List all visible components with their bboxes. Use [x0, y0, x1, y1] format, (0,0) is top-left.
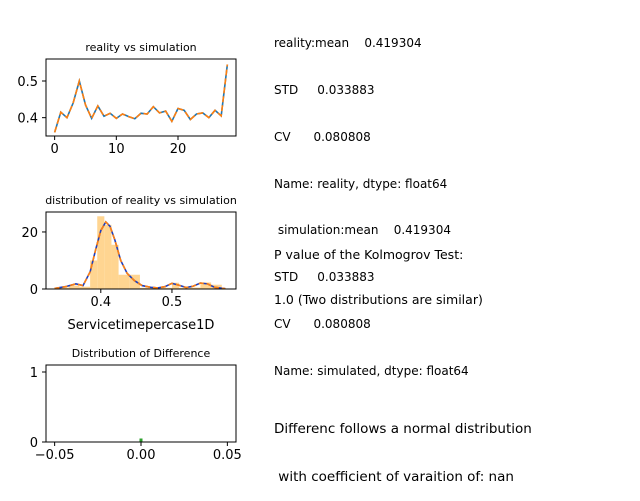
chart-title: reality vs simulation	[85, 41, 196, 54]
x-tick-label: 0.4	[90, 295, 111, 310]
stats-line: Name: reality, dtype: float64	[274, 176, 448, 191]
difference-summary: Differenc follows a normal distribution …	[274, 389, 532, 501]
x-tick-label: 0.5	[162, 295, 183, 310]
histogram-bar	[200, 282, 212, 289]
y-tick-label: 1	[30, 366, 38, 381]
y-tick-label: 0	[30, 283, 38, 298]
histogram-bar	[171, 282, 180, 289]
axes-frame	[45, 364, 237, 443]
histogram-bar	[68, 285, 80, 289]
axes-frame	[45, 211, 237, 290]
x-axis-label: Servicetimepercase1D	[68, 318, 215, 333]
x-tick-label: 20	[170, 142, 187, 157]
x-tick-label: 0	[50, 142, 58, 157]
axes-frame	[45, 58, 237, 137]
histogram-bar	[90, 260, 98, 289]
kde_simulation-kde-line	[54, 220, 226, 290]
stats-line: Name: simulated, dtype: float64	[274, 363, 469, 378]
stats-line: CV 0.080808	[274, 129, 371, 144]
summary-statistics: reality:mean 0.419304 STD 0.033883 CV 0.…	[274, 5, 469, 395]
difference-line: with coefficient of varaition of: nan	[274, 469, 514, 485]
ks-line: P value of the Kolmogrov Test:	[274, 247, 464, 262]
x-tick-label: 0.00	[127, 448, 156, 463]
histogram-bar	[189, 287, 201, 289]
histogram-bar	[79, 286, 91, 289]
distribution-chart: distribution of reality vs simulation 0.4…	[21, 194, 236, 333]
histogram-bar	[139, 287, 151, 289]
x-tick-label: 0.05	[213, 448, 242, 463]
difference-bar	[139, 438, 143, 442]
y-tick-label: 20	[21, 226, 38, 241]
chart-title: Distribution of Difference	[72, 347, 211, 360]
histogram-bar	[118, 274, 130, 289]
difference-line: Differenc follows a normal distribution	[274, 421, 532, 437]
x-tick-label: −0.05	[35, 448, 75, 463]
kde_reality-kde-line	[54, 220, 226, 290]
stats-line: simulation:mean 0.419304	[274, 223, 451, 238]
difference-chart: Distribution of Difference −0.05 0.00 0.05 0…	[30, 347, 242, 463]
ks-line: 1.0 (Two distributions are similar)	[274, 292, 483, 307]
kolmogorov-test-result: P value of the Kolmogrov Test: 1.0 (Two …	[274, 217, 483, 322]
reality-series-line	[53, 64, 229, 133]
histogram-bar	[97, 216, 105, 289]
y-tick-label: 0.5	[17, 75, 38, 90]
y-tick-label: 0.4	[17, 112, 38, 127]
stats-line: STD 0.033883	[274, 270, 375, 285]
line-chart-reality-vs-simulation: reality vs simulation 0 10 20 0.4 0.5	[17, 41, 237, 157]
simulation-series-line	[53, 64, 229, 133]
histogram-bar	[179, 287, 190, 289]
histogram-bar	[104, 224, 112, 289]
chart-title: distribution of reality vs simulation	[45, 194, 237, 207]
histogram-bar	[161, 287, 172, 289]
stats-line: CV 0.080808	[274, 316, 371, 331]
stats-line: reality:mean 0.419304	[274, 36, 422, 51]
x-tick-label: 10	[108, 142, 125, 157]
stats-line: STD 0.033883	[274, 82, 375, 97]
histogram-bar	[58, 287, 69, 289]
histogram-bar	[129, 274, 140, 289]
histogram-bar	[111, 244, 119, 289]
y-tick-label: 0	[30, 436, 38, 451]
